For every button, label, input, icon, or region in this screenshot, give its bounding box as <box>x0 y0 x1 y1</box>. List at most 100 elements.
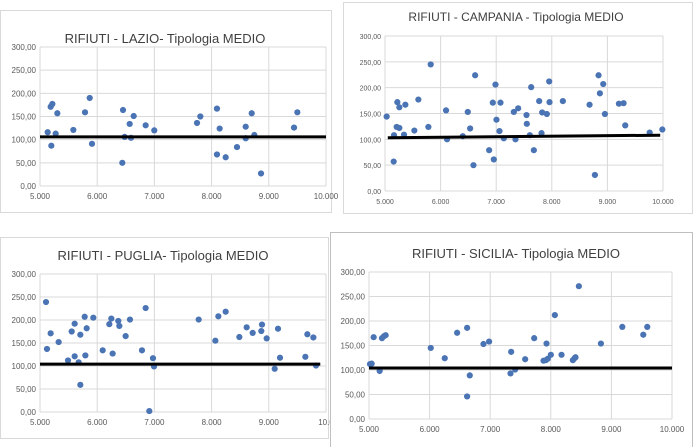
data-point <box>464 108 471 116</box>
data-point <box>106 321 113 328</box>
data-point <box>466 372 473 379</box>
data-point <box>258 321 266 328</box>
data-point <box>310 334 317 341</box>
data-point <box>55 338 62 346</box>
data-point <box>575 283 582 290</box>
y-tick-label: 50,00 <box>16 385 37 394</box>
y-tick-label: 150,00 <box>12 339 37 348</box>
data-point <box>215 313 222 320</box>
data-point <box>294 109 301 116</box>
x-tick-label: 6.000 <box>87 192 108 201</box>
x-tick-label: 5.000 <box>376 199 394 206</box>
x-tick-label: 7.000 <box>487 199 505 206</box>
data-point <box>659 126 666 133</box>
data-point <box>71 320 78 327</box>
data-point <box>600 80 607 88</box>
data-point <box>596 90 603 97</box>
x-tick-label: 6.000 <box>432 199 450 206</box>
y-tick-label: 100,00 <box>360 137 382 144</box>
data-point <box>122 333 129 340</box>
data-point <box>216 125 223 132</box>
data-point <box>528 84 535 91</box>
data-point <box>586 101 593 108</box>
data-point <box>619 323 626 330</box>
y-tick-label: 250,00 <box>360 60 382 67</box>
data-point <box>142 122 149 129</box>
data-point <box>86 94 93 102</box>
data-point <box>149 355 157 362</box>
y-tick-label: 300,00 <box>360 34 382 41</box>
data-point <box>44 129 51 136</box>
chart-title: RIFIUTI - CAMPANIA - Tipologia MEDIO <box>408 10 623 24</box>
chart-frame <box>330 232 693 447</box>
data-point <box>497 99 504 106</box>
x-tick-label: 5.000 <box>30 418 51 427</box>
data-point <box>271 365 278 372</box>
y-tick-label: 150,00 <box>12 113 37 122</box>
y-tick-label: 200,00 <box>12 89 37 98</box>
data-point <box>243 324 250 331</box>
x-tick-label: 8.000 <box>541 425 562 434</box>
data-point <box>490 156 497 163</box>
data-point <box>195 316 202 323</box>
data-point <box>368 360 375 367</box>
data-point <box>402 101 409 108</box>
data-point <box>415 96 422 103</box>
data-point <box>559 98 566 105</box>
data-point <box>109 350 116 357</box>
data-point <box>108 315 115 322</box>
data-point <box>622 122 629 129</box>
x-tick-label: 6.000 <box>420 425 441 434</box>
data-point <box>492 81 499 88</box>
data-point <box>601 110 608 118</box>
data-point <box>620 100 627 107</box>
data-point <box>54 110 61 117</box>
data-point <box>197 113 204 120</box>
data-point <box>258 327 265 335</box>
data-point <box>515 105 522 112</box>
data-point <box>126 316 134 323</box>
data-point <box>470 162 477 169</box>
y-tick-label: 0,00 <box>20 408 36 417</box>
data-point <box>119 106 127 114</box>
data-point <box>233 143 241 151</box>
data-point <box>530 147 537 154</box>
data-point <box>595 72 602 79</box>
data-point <box>464 393 471 400</box>
data-point <box>193 119 201 127</box>
data-point <box>425 123 432 131</box>
data-point <box>370 334 377 341</box>
data-point <box>47 330 54 337</box>
data-point <box>472 72 479 79</box>
data-point <box>242 123 249 130</box>
data-point <box>64 357 72 364</box>
data-point <box>249 329 256 336</box>
data-point <box>442 107 450 114</box>
x-tick-label: 6.000 <box>87 418 108 427</box>
data-point <box>523 120 530 127</box>
y-tick-label: 100,00 <box>12 362 37 371</box>
y-tick-label: 250,00 <box>12 293 37 302</box>
data-point <box>49 100 56 108</box>
chart-lazio: RIFIUTI - LAZIO- Tipologia MEDIO 0,00 50,0… <box>0 10 339 213</box>
x-tick-label: 10.0 <box>318 418 334 427</box>
y-tick-label: 0,00 <box>349 415 365 424</box>
data-point <box>274 325 282 332</box>
data-point <box>222 154 229 161</box>
x-tick-label: 8.000 <box>543 199 561 206</box>
x-tick-label: 9.000 <box>259 192 280 201</box>
data-point <box>572 354 579 361</box>
data-point <box>558 351 565 358</box>
x-tick-label: 8.000 <box>202 192 223 201</box>
data-point <box>257 170 265 177</box>
data-point <box>394 99 401 106</box>
data-point <box>486 147 493 154</box>
y-tick-label: 300,00 <box>12 270 37 279</box>
trendline <box>387 133 661 140</box>
data-point <box>276 354 284 361</box>
data-point <box>116 322 123 330</box>
data-point <box>615 100 623 107</box>
data-point <box>77 331 84 338</box>
data-point <box>142 304 149 312</box>
